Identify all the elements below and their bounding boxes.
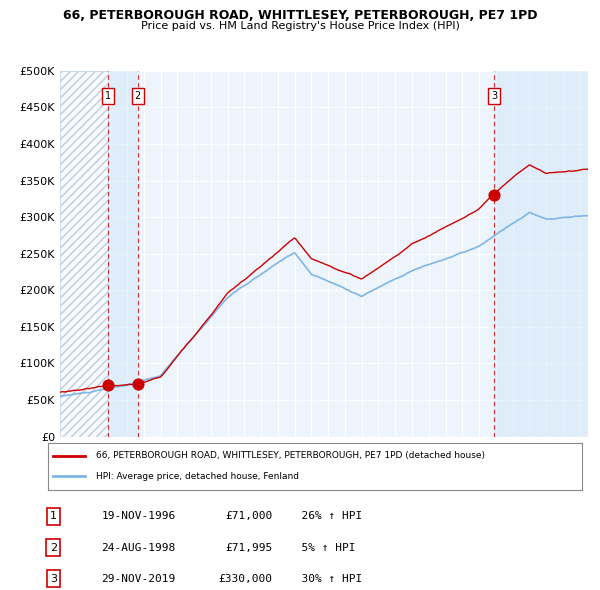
- Bar: [108, 71, 138, 437]
- Bar: [494, 71, 588, 437]
- Text: 19-NOV-1996: 19-NOV-1996: [101, 512, 176, 522]
- Text: 2: 2: [134, 91, 141, 101]
- Text: 1: 1: [105, 91, 112, 101]
- Text: £71,995: £71,995: [225, 543, 272, 552]
- Text: 29-NOV-2019: 29-NOV-2019: [101, 573, 176, 584]
- Point: [490, 191, 499, 200]
- Point: [103, 380, 113, 389]
- Text: 66, PETERBOROUGH ROAD, WHITTLESEY, PETERBOROUGH, PE7 1PD: 66, PETERBOROUGH ROAD, WHITTLESEY, PETER…: [63, 9, 537, 22]
- Text: 1: 1: [50, 512, 57, 522]
- Text: 3: 3: [50, 573, 57, 584]
- Text: 5% ↑ HPI: 5% ↑ HPI: [289, 543, 356, 552]
- Bar: [60, 71, 108, 437]
- Text: 66, PETERBOROUGH ROAD, WHITTLESEY, PETERBOROUGH, PE7 1PD (detached house): 66, PETERBOROUGH ROAD, WHITTLESEY, PETER…: [96, 451, 485, 460]
- Text: 3: 3: [491, 91, 497, 101]
- Text: £330,000: £330,000: [218, 573, 272, 584]
- Text: 2: 2: [50, 543, 57, 552]
- Text: 26% ↑ HPI: 26% ↑ HPI: [289, 512, 362, 522]
- Text: Price paid vs. HM Land Registry's House Price Index (HPI): Price paid vs. HM Land Registry's House …: [140, 21, 460, 31]
- Bar: [60, 71, 108, 437]
- Text: 24-AUG-1998: 24-AUG-1998: [101, 543, 176, 552]
- Text: £71,000: £71,000: [225, 512, 272, 522]
- Text: 30% ↑ HPI: 30% ↑ HPI: [289, 573, 362, 584]
- Point: [133, 379, 143, 389]
- Text: HPI: Average price, detached house, Fenland: HPI: Average price, detached house, Fenl…: [96, 472, 299, 481]
